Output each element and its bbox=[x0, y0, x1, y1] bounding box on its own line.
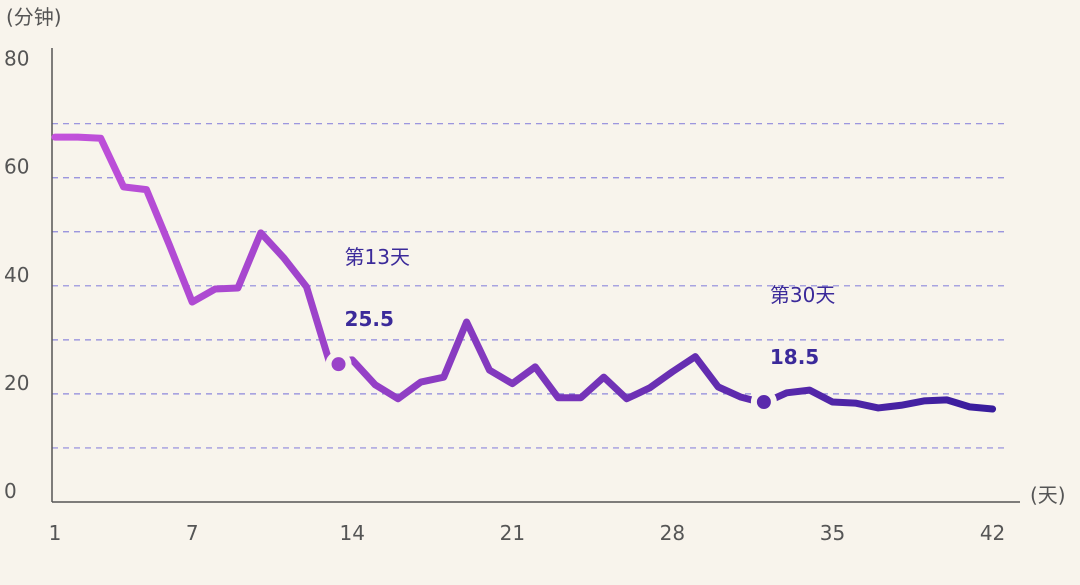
x-tick-label: 21 bbox=[500, 521, 525, 545]
y-tick-label: 0 bbox=[4, 479, 17, 503]
x-tick-label: 1 bbox=[49, 521, 62, 545]
annotation-value: 18.5 bbox=[770, 345, 819, 369]
x-tick-label: 35 bbox=[820, 521, 845, 545]
y-tick-label: 20 bbox=[4, 371, 29, 395]
annotation-value: 25.5 bbox=[345, 307, 394, 331]
line bbox=[51, 133, 997, 413]
annotation-dot bbox=[750, 389, 777, 416]
x-tick-label: 42 bbox=[980, 521, 1005, 545]
y-tick-label: 60 bbox=[4, 155, 29, 179]
x-tick-label: 28 bbox=[660, 521, 685, 545]
y-tick-label: 40 bbox=[4, 263, 29, 287]
annotation-dot bbox=[325, 351, 352, 378]
y-tick-label: 80 bbox=[4, 47, 29, 71]
annotation-day: 第13天 bbox=[345, 245, 410, 269]
x-unit: (天) bbox=[1030, 483, 1066, 507]
y-unit: (分钟) bbox=[6, 5, 62, 29]
x-tick-label: 14 bbox=[340, 521, 365, 545]
x-tick-label: 7 bbox=[186, 521, 199, 545]
annotation-day: 第30天 bbox=[770, 283, 835, 307]
